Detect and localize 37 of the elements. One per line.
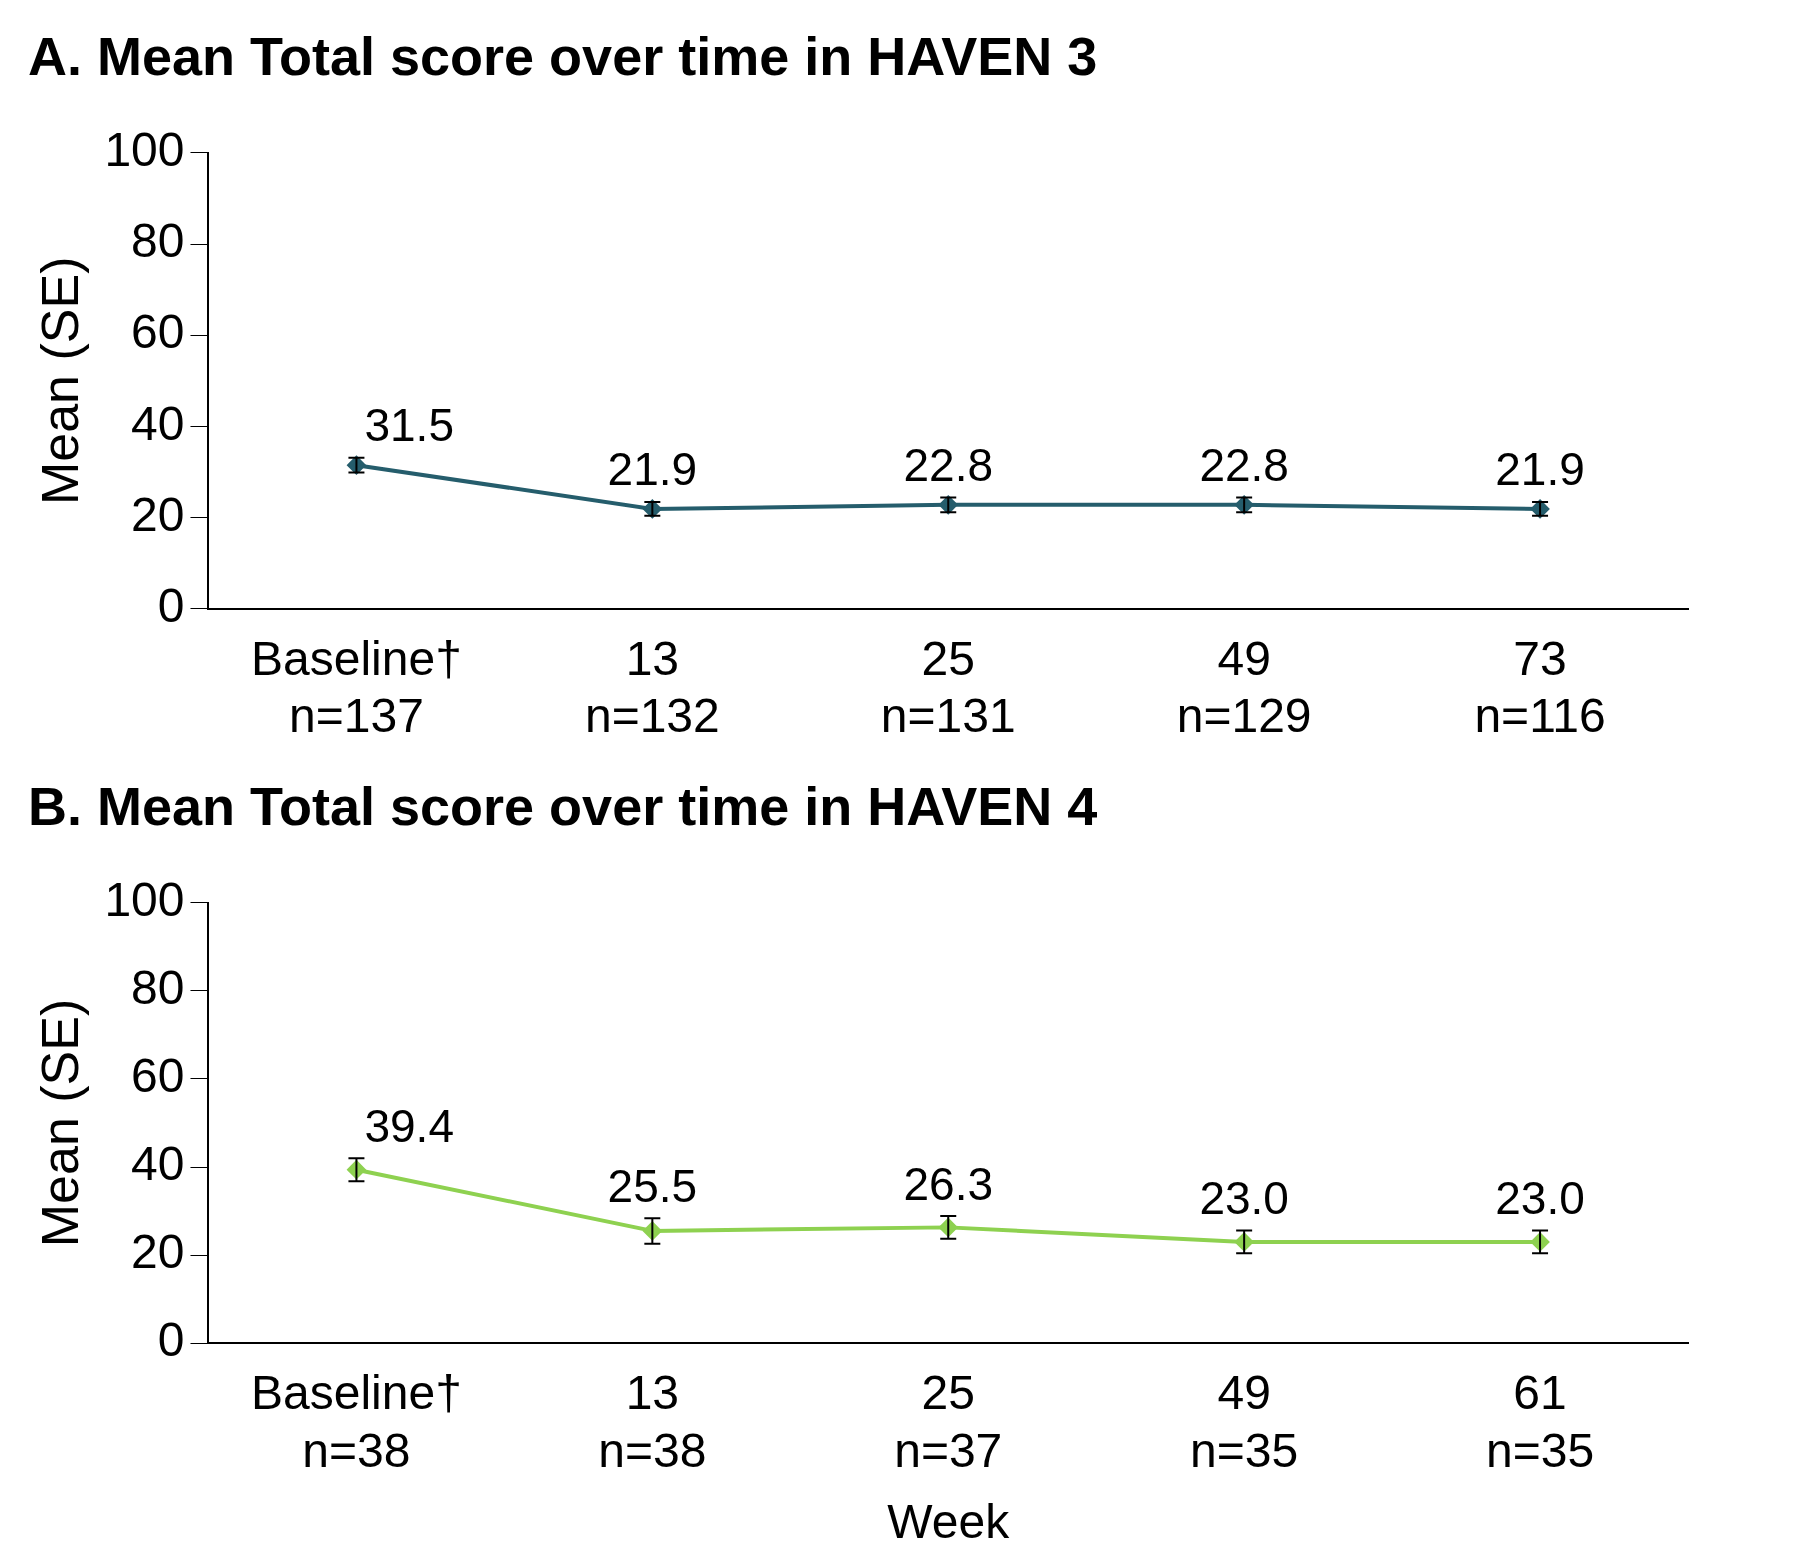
- x-tick-label: 49 n=35: [1190, 1366, 1299, 1477]
- data-label: 25.5: [607, 1159, 698, 1212]
- data-label: 31.5: [364, 398, 454, 451]
- x-tick-label: 25 n=131: [880, 631, 1016, 743]
- y-axis-title: Mean (SE): [30, 998, 89, 1248]
- data-label: 21.9: [1495, 442, 1585, 495]
- data-label: 23.0: [1495, 1172, 1585, 1225]
- chart-title: B. Mean Total score over time in HAVEN 4: [28, 776, 1098, 837]
- data-label: 23.0: [1199, 1172, 1289, 1225]
- x-axis-title: Week: [887, 1495, 1011, 1549]
- y-axis-title: Mean (SE): [30, 256, 89, 506]
- y-tick-label: 20: [131, 487, 185, 541]
- x-tick-label: 61 n=35: [1485, 1366, 1595, 1477]
- x-tick-label: 73 n=116: [1474, 631, 1606, 743]
- x-tick-label: Baseline† n=137: [251, 631, 462, 743]
- y-tick-label: 60: [131, 1049, 185, 1103]
- y-tick-label: 0: [157, 1313, 185, 1367]
- y-tick-label: 0: [157, 579, 185, 633]
- x-tick-label: 49 n=129: [1176, 631, 1312, 743]
- y-tick-label: 20: [131, 1225, 185, 1279]
- data-label: 39.4: [364, 1099, 454, 1152]
- x-tick-label: 13 n=132: [584, 631, 720, 743]
- data-label: 26.3: [903, 1157, 994, 1210]
- data-label: 22.8: [1199, 438, 1289, 491]
- y-tick-label: 60: [131, 305, 185, 359]
- data-label: 21.9: [607, 442, 698, 495]
- y-tick-label: 100: [104, 123, 185, 177]
- x-tick-label: 25 n=37: [894, 1366, 1003, 1477]
- y-tick-label: 40: [131, 1137, 185, 1191]
- y-tick-label: 100: [104, 873, 185, 927]
- y-tick-label: 80: [131, 214, 185, 268]
- x-tick-label: 13 n=38: [598, 1366, 707, 1477]
- data-label: 22.8: [903, 438, 994, 491]
- chart-title: A. Mean Total score over time in HAVEN 3: [28, 26, 1098, 87]
- x-tick-label: Baseline† n=38: [251, 1366, 462, 1477]
- y-tick-label: 40: [131, 396, 185, 450]
- y-tick-label: 80: [131, 961, 185, 1015]
